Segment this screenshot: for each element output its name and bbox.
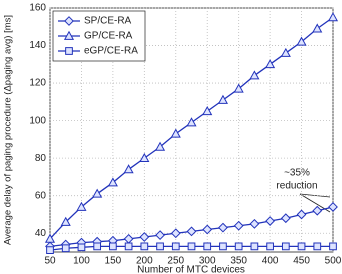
marker: [92, 188, 103, 198]
marker: [219, 242, 227, 251]
marker: [140, 242, 149, 251]
x-tick-label: 400: [262, 256, 279, 267]
marker: [170, 228, 181, 239]
y-tick-label: 120: [29, 78, 46, 89]
annotation: ~35%: [284, 168, 310, 179]
marker: [93, 242, 102, 251]
y-tick-label: 80: [35, 153, 47, 164]
marker: [202, 106, 213, 116]
y-tick-label: 40: [35, 228, 47, 239]
x-tick-label: 300: [199, 256, 216, 267]
x-tick-label: 350: [230, 256, 247, 267]
marker: [155, 230, 165, 241]
legend-marker: [64, 16, 74, 26]
marker: [124, 242, 133, 251]
marker: [76, 201, 87, 211]
marker: [312, 205, 323, 216]
marker: [123, 164, 134, 174]
x-tick-label: 100: [73, 256, 90, 267]
y-tick-label: 140: [29, 40, 46, 51]
marker: [139, 232, 150, 242]
marker: [234, 242, 243, 251]
marker: [296, 209, 307, 220]
marker: [297, 242, 306, 251]
marker: [170, 128, 181, 138]
marker: [313, 242, 322, 251]
marker: [107, 177, 118, 187]
marker: [280, 47, 291, 57]
marker: [329, 242, 337, 251]
annotation: reduction: [276, 181, 317, 192]
marker: [328, 202, 338, 212]
marker: [203, 242, 212, 251]
y-tick-label: 100: [29, 115, 46, 126]
x-axis-label: Number of MTC devices: [137, 265, 245, 274]
marker: [109, 242, 117, 251]
x-tick-label: 500: [325, 256, 342, 267]
marker: [77, 243, 86, 252]
marker: [249, 218, 260, 229]
x-tick-label: 200: [136, 256, 153, 267]
marker: [217, 94, 228, 104]
y-tick-label: 60: [35, 190, 47, 201]
marker: [155, 141, 166, 151]
marker: [233, 83, 244, 93]
marker: [171, 242, 180, 251]
marker: [312, 23, 323, 33]
marker: [265, 216, 276, 226]
marker: [265, 59, 276, 69]
marker: [139, 152, 150, 163]
y-tick-label: 160: [29, 3, 46, 14]
y-axis-label: Average delay of paging procedure (Δpagi…: [3, 15, 14, 245]
marker: [249, 70, 260, 80]
legend-marker: [65, 47, 73, 55]
marker: [266, 242, 274, 251]
marker: [327, 12, 339, 22]
marker: [281, 242, 290, 251]
marker: [186, 117, 197, 127]
x-tick-label: 150: [105, 256, 122, 267]
x-tick-label: 250: [167, 256, 184, 267]
marker: [218, 222, 228, 233]
marker: [156, 242, 164, 251]
marker: [187, 242, 196, 251]
x-tick-label: 450: [293, 256, 310, 267]
legend-label: GP/CE-RA: [84, 31, 133, 42]
marker: [60, 216, 71, 226]
marker: [233, 220, 244, 231]
marker: [280, 213, 291, 224]
marker: [61, 244, 70, 253]
legend-marker: [63, 30, 75, 40]
marker: [296, 36, 307, 46]
marker: [44, 233, 56, 243]
marker: [46, 246, 54, 254]
legend-label: eGP/CE-RA: [84, 46, 138, 57]
marker: [186, 226, 197, 237]
marker: [250, 242, 259, 251]
x-tick-label: 50: [44, 256, 56, 267]
legend-label: SP/CE-RA: [84, 16, 132, 27]
marker: [202, 224, 213, 235]
legend: SP/CE-RA GP/CE-RA eGP/CE-RA: [52, 10, 146, 62]
